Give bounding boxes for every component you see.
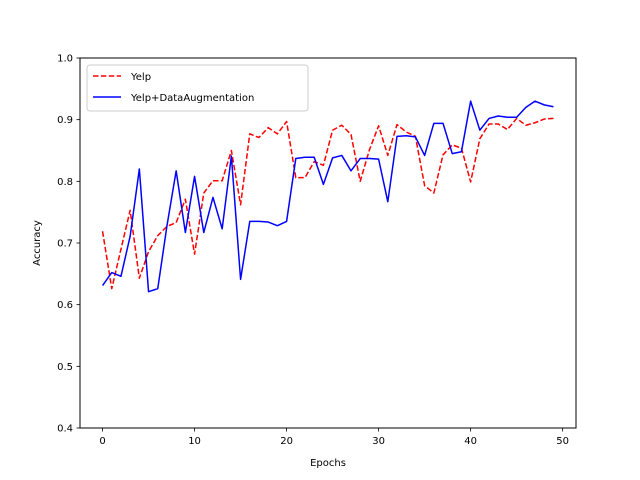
- x-tick-label: 20: [280, 436, 293, 447]
- series-layer: [101, 100, 554, 293]
- y-tick-label: 0.6: [57, 300, 73, 311]
- x-tick-label: 10: [188, 436, 201, 447]
- legend-box: [86, 64, 309, 112]
- x-tick-label: 40: [464, 436, 477, 447]
- y-tick-label: 0.8: [57, 177, 73, 188]
- y-axis: 0.4 0.5 0.6 0.7 0.8 0.9 1.0: [57, 54, 80, 435]
- legend-label-yelp-dataaugmentation: Yelp+DataAugmentation: [130, 93, 254, 104]
- series-line-0: [101, 117, 554, 290]
- y-axis-title: Accuracy: [32, 220, 43, 266]
- x-axis: 0 10 20 30 40 50: [99, 428, 569, 447]
- x-tick-label: 50: [556, 436, 569, 447]
- x-axis-title: Epochs: [310, 458, 346, 469]
- y-tick-label: 1.0: [57, 54, 73, 65]
- x-tick-label: 0: [99, 436, 105, 447]
- y-tick-label: 0.5: [57, 362, 73, 373]
- legend: Yelp Yelp+DataAugmentation: [86, 64, 309, 112]
- legend-label-yelp: Yelp: [130, 72, 151, 83]
- y-tick-label: 0.9: [57, 115, 73, 126]
- series-line-1: [101, 100, 554, 293]
- x-tick-label: 30: [372, 436, 385, 447]
- y-tick-label: 0.4: [57, 424, 73, 435]
- y-tick-label: 0.7: [57, 239, 73, 250]
